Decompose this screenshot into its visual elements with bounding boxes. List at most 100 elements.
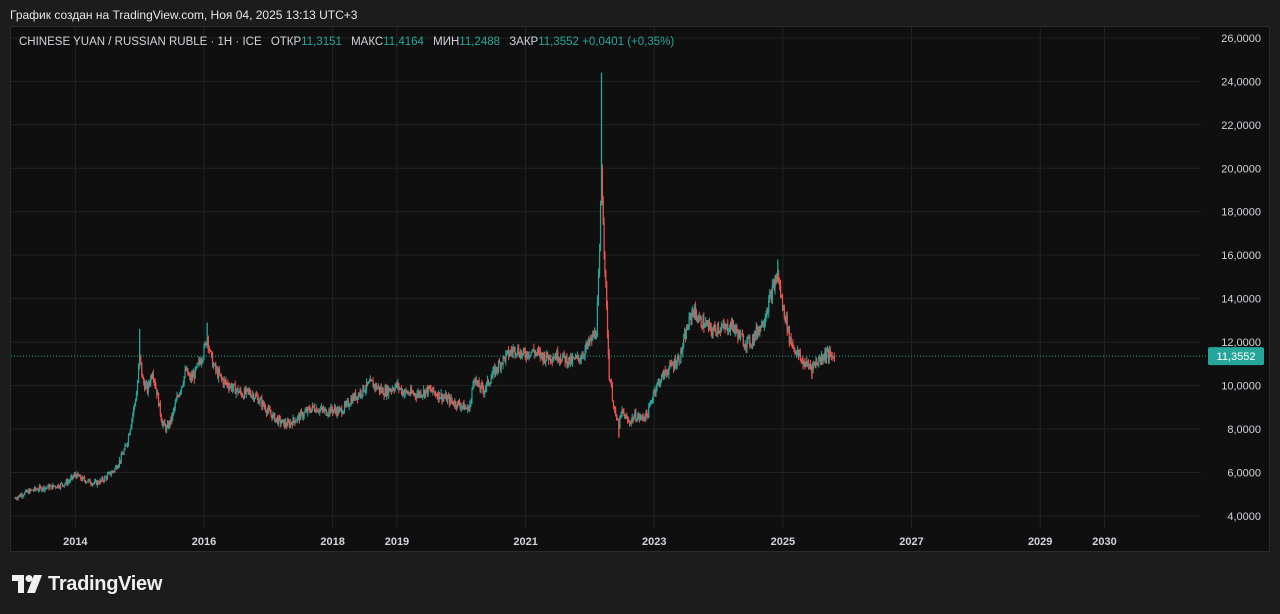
- candle-body: [318, 411, 320, 413]
- candle-body: [559, 358, 562, 361]
- candle-body: [789, 337, 791, 344]
- candle-body: [823, 357, 825, 360]
- candle-body: [311, 405, 314, 409]
- candle-body: [438, 391, 440, 400]
- candle-body: [354, 392, 357, 400]
- candle-body: [47, 485, 49, 488]
- chart-area[interactable]: 4,0000 6,0000 8,0000 10,0000 12,0000 14,0000 1…: [10, 26, 1270, 552]
- candle-body: [287, 421, 290, 423]
- candle-body: [670, 362, 672, 364]
- candle-body: [469, 403, 471, 411]
- candle-body: [587, 340, 589, 347]
- candle-body: [667, 373, 669, 375]
- candle-body: [466, 408, 468, 410]
- candle-body: [733, 326, 735, 332]
- candle-body: [281, 420, 283, 424]
- candle-body: [71, 475, 73, 478]
- candle-body: [599, 205, 602, 250]
- candle-body: [190, 376, 192, 380]
- candle-body: [41, 489, 43, 491]
- candle-body: [730, 322, 733, 329]
- candle-body: [819, 356, 822, 361]
- candle-body: [479, 387, 481, 390]
- candle-body: [496, 370, 499, 371]
- candle-body: [34, 487, 37, 490]
- candle-body: [582, 355, 584, 357]
- price-chart[interactable]: 4,0000 6,0000 8,0000 10,0000 12,0000 14,0000 1…: [11, 27, 1269, 551]
- candle-body: [358, 394, 360, 396]
- candle-body: [430, 388, 432, 391]
- candle-body: [262, 401, 264, 407]
- candle-body: [297, 416, 299, 421]
- candle-body: [118, 459, 121, 466]
- candle-body: [566, 356, 568, 366]
- candle-body: [767, 311, 769, 313]
- candle-body: [697, 320, 699, 321]
- candle-body: [105, 476, 108, 479]
- candle-body: [739, 330, 741, 339]
- candle-body: [359, 391, 361, 396]
- candle-body: [649, 405, 651, 407]
- candle-body: [825, 351, 827, 359]
- candle-body: [729, 322, 732, 331]
- candle-body: [37, 489, 39, 491]
- candle-body: [642, 416, 644, 419]
- candle-body: [275, 417, 278, 419]
- candle-body: [565, 356, 567, 363]
- candle-body: [709, 323, 711, 326]
- candle-body: [562, 352, 564, 357]
- candle-body: [501, 363, 503, 365]
- candle-body: [716, 332, 718, 334]
- candle-body: [526, 352, 528, 358]
- x-tick-label: 2029: [1028, 536, 1052, 548]
- candle-body: [134, 401, 137, 405]
- candle-body: [801, 359, 803, 361]
- candle-body: [530, 351, 532, 356]
- candle-body: [800, 359, 802, 361]
- candle-body: [482, 385, 484, 390]
- candle-body: [366, 381, 369, 385]
- candle-body: [130, 425, 132, 430]
- candle-body: [144, 382, 146, 390]
- candle-body: [404, 389, 406, 393]
- candle-body: [81, 479, 83, 481]
- candle-body: [818, 360, 820, 365]
- candle-body: [454, 401, 456, 406]
- candle-body: [816, 362, 818, 364]
- candle-body: [766, 311, 768, 316]
- candle-body: [199, 361, 202, 364]
- candle-body: [231, 387, 234, 390]
- candle-body: [706, 322, 709, 324]
- candle-body: [285, 421, 287, 426]
- candle-body: [156, 388, 158, 396]
- candle-body: [364, 391, 366, 392]
- candle-body: [204, 342, 206, 347]
- candle-body: [274, 413, 276, 422]
- candle-body: [824, 351, 826, 358]
- candle-body: [54, 486, 56, 488]
- candle-body: [90, 483, 92, 485]
- candle-body: [235, 390, 237, 394]
- candle-body: [422, 394, 424, 396]
- symbol-title[interactable]: CHINESE YUAN / RUSSIAN RUBLE · 1Н · ICE: [19, 36, 262, 48]
- candle-body: [22, 495, 24, 497]
- candle-body: [612, 400, 615, 408]
- candle-body: [286, 421, 289, 427]
- candle-body: [113, 471, 115, 473]
- candle-body: [272, 414, 274, 419]
- brand[interactable]: TradingView: [12, 572, 162, 596]
- candle-body: [611, 385, 614, 401]
- candle-body: [714, 325, 716, 328]
- candle-body: [327, 414, 329, 416]
- candle-body: [769, 292, 772, 296]
- candle-body: [72, 476, 75, 478]
- candle-body: [345, 402, 348, 406]
- candle-body: [796, 350, 799, 352]
- candle-body: [218, 370, 220, 378]
- candle-body: [564, 356, 566, 363]
- candle-body: [813, 362, 815, 364]
- candle-body: [382, 389, 384, 396]
- candle-body: [203, 346, 205, 358]
- candle-body: [426, 387, 428, 395]
- candle-body: [826, 350, 829, 352]
